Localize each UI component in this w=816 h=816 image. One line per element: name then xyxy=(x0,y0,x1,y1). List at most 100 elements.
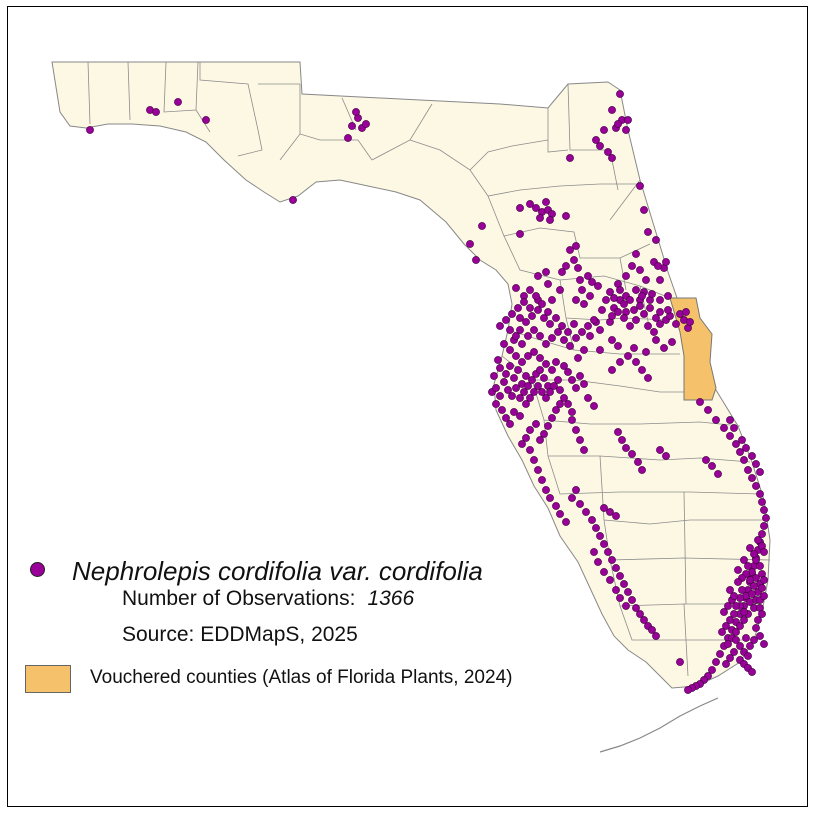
observation-point xyxy=(576,372,584,380)
observation-point xyxy=(756,490,764,498)
observation-point xyxy=(598,306,606,314)
observation-point xyxy=(640,616,648,624)
observation-point xyxy=(556,386,564,394)
observation-point xyxy=(620,314,628,322)
observation-point xyxy=(744,466,752,474)
observation-point xyxy=(568,416,576,424)
observation-point xyxy=(560,336,568,344)
observation-point xyxy=(632,604,640,612)
observation-point xyxy=(662,452,670,460)
observation-point xyxy=(594,282,602,290)
observation-point xyxy=(540,314,548,322)
observation-point xyxy=(568,494,576,502)
observation-point xyxy=(552,502,560,510)
observation-point xyxy=(556,286,564,294)
observation-point xyxy=(572,296,580,304)
observation-point xyxy=(522,372,530,380)
observation-point xyxy=(542,360,550,368)
observation-point xyxy=(534,272,542,280)
observation-point xyxy=(758,610,766,618)
observation-point xyxy=(638,366,646,374)
observation-point xyxy=(478,222,486,230)
observation-point xyxy=(86,126,94,134)
observation-point xyxy=(538,300,546,308)
observation-point xyxy=(546,494,554,502)
observation-point xyxy=(754,536,762,544)
observation-point xyxy=(644,228,652,236)
observation-point xyxy=(508,392,516,400)
observation-point xyxy=(614,342,622,350)
observation-point xyxy=(548,366,556,374)
observation-point xyxy=(614,308,622,316)
observation-point xyxy=(760,548,768,556)
observation-point xyxy=(596,142,604,150)
observation-point xyxy=(538,476,546,484)
observation-point xyxy=(548,414,556,422)
observation-point xyxy=(506,346,514,354)
observation-point xyxy=(602,296,610,304)
observation-point xyxy=(512,352,520,360)
observation-point xyxy=(572,486,580,494)
observation-point xyxy=(572,384,580,392)
observation-point xyxy=(528,312,536,320)
observation-point xyxy=(494,356,502,364)
observation-point xyxy=(612,564,620,572)
observation-point xyxy=(530,326,538,334)
observation-point xyxy=(748,668,756,676)
observation-point xyxy=(632,358,640,366)
observation-point xyxy=(526,394,534,402)
observation-point xyxy=(584,272,592,280)
observation-point xyxy=(646,304,654,312)
observation-point xyxy=(664,306,672,314)
observation-point xyxy=(544,280,552,288)
observation-point xyxy=(726,654,734,662)
observation-point xyxy=(562,212,570,220)
observation-point xyxy=(744,562,752,570)
observation-point xyxy=(554,328,562,336)
observation-point xyxy=(746,642,754,650)
observation-point xyxy=(612,586,620,594)
observation-point xyxy=(672,320,680,328)
observation-point xyxy=(632,286,640,294)
observation-point xyxy=(760,506,768,514)
observation-point xyxy=(530,348,538,356)
observation-point xyxy=(732,602,740,610)
observation-point xyxy=(506,326,514,334)
observation-point xyxy=(620,300,628,308)
observation-point xyxy=(606,508,614,516)
observation-point xyxy=(638,466,646,474)
observation-point xyxy=(608,312,616,320)
observation-point xyxy=(526,426,534,434)
observation-point xyxy=(518,358,526,366)
observation-point xyxy=(736,642,744,650)
observation-point xyxy=(544,308,552,316)
observation-point xyxy=(526,446,534,454)
observation-point xyxy=(622,602,630,610)
observation-point xyxy=(642,348,650,356)
observation-point xyxy=(540,374,548,382)
observation-point xyxy=(628,596,636,604)
observation-point xyxy=(712,416,720,424)
observation-point xyxy=(720,424,728,432)
observation-point xyxy=(520,388,528,396)
observation-point xyxy=(534,466,542,474)
observation-point xyxy=(636,266,644,274)
observation-point xyxy=(542,198,550,206)
observation-point xyxy=(600,568,608,576)
observation-point xyxy=(580,380,588,388)
observation-point xyxy=(650,328,658,336)
observation-point xyxy=(640,206,648,214)
observation-point xyxy=(562,518,570,526)
observation-point xyxy=(566,342,574,350)
observation-point xyxy=(738,436,746,444)
observation-point xyxy=(726,416,734,424)
observation-point xyxy=(580,300,588,308)
observation-point xyxy=(708,666,716,674)
observation-point xyxy=(730,648,738,656)
observation-point xyxy=(510,374,518,382)
observation-point xyxy=(726,586,734,594)
observation-point xyxy=(546,216,554,224)
observation-point xyxy=(542,486,550,494)
observation-point xyxy=(628,450,636,458)
observation-point xyxy=(289,196,297,204)
